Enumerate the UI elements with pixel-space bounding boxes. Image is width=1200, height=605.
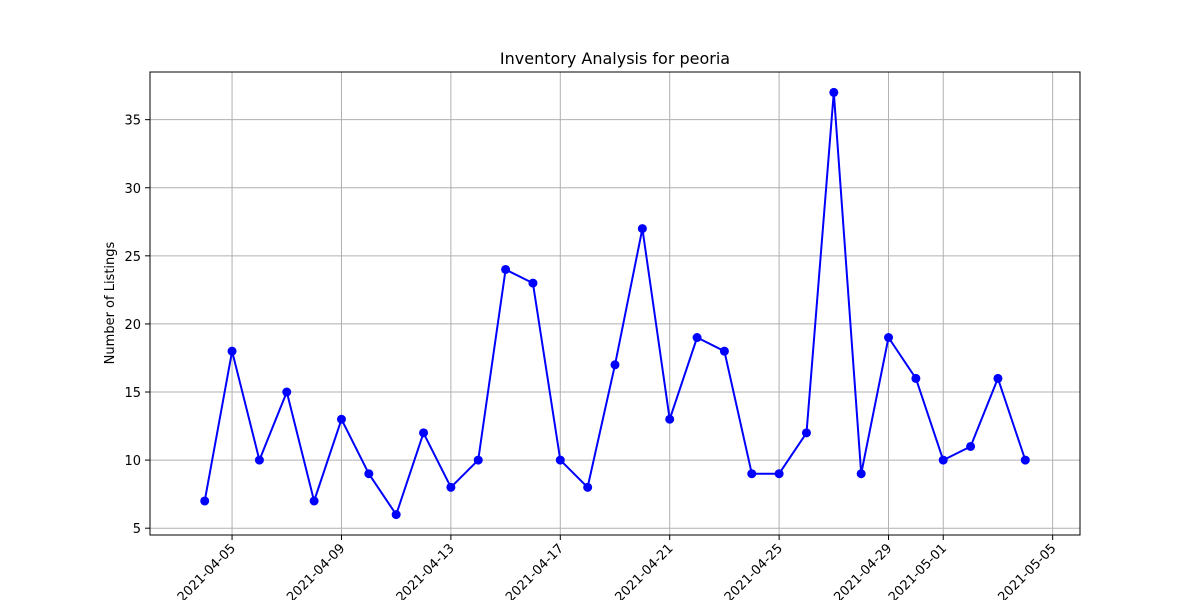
y-tick-label: 10 — [124, 454, 141, 469]
data-point — [446, 482, 456, 492]
data-point — [419, 428, 429, 438]
data-point — [309, 496, 319, 506]
data-point — [774, 469, 784, 479]
data-point — [364, 469, 374, 479]
data-point — [610, 360, 620, 370]
data-point — [719, 346, 729, 356]
y-axis: 5 10 15 20 25 30 35 — [124, 114, 150, 537]
y-tick-label: 15 — [124, 386, 141, 401]
y-tick-label: 5 — [133, 522, 141, 537]
data-point — [938, 455, 948, 465]
plot-frame — [149, 71, 1081, 536]
data-point — [829, 87, 839, 97]
data-point — [1020, 455, 1030, 465]
data-point — [282, 387, 292, 397]
data-point — [993, 373, 1003, 383]
series-layer — [200, 87, 1030, 520]
data-point — [555, 455, 565, 465]
data-point — [747, 469, 757, 479]
y-tick-label: 30 — [124, 182, 141, 197]
data-point — [254, 455, 264, 465]
data-point — [801, 428, 811, 438]
y-axis-label: Number of Listings — [103, 241, 118, 364]
data-point — [583, 482, 593, 492]
data-point — [200, 496, 210, 506]
y-tick-label: 25 — [124, 250, 141, 265]
y-tick-label: 35 — [124, 114, 141, 129]
data-point — [966, 441, 976, 451]
grid-layer — [150, 72, 1080, 535]
data-point — [692, 333, 702, 343]
data-point — [637, 224, 647, 234]
chart-title: Inventory Analysis for peoria — [500, 49, 730, 68]
y-tick-label: 20 — [124, 318, 141, 333]
data-point — [336, 414, 346, 424]
data-point — [911, 373, 921, 383]
data-point — [473, 455, 483, 465]
data-point — [391, 510, 401, 520]
data-point — [528, 278, 538, 288]
data-point — [856, 469, 866, 479]
data-point — [227, 346, 237, 356]
data-point — [501, 264, 511, 274]
data-point — [884, 333, 894, 343]
data-point — [665, 414, 675, 424]
